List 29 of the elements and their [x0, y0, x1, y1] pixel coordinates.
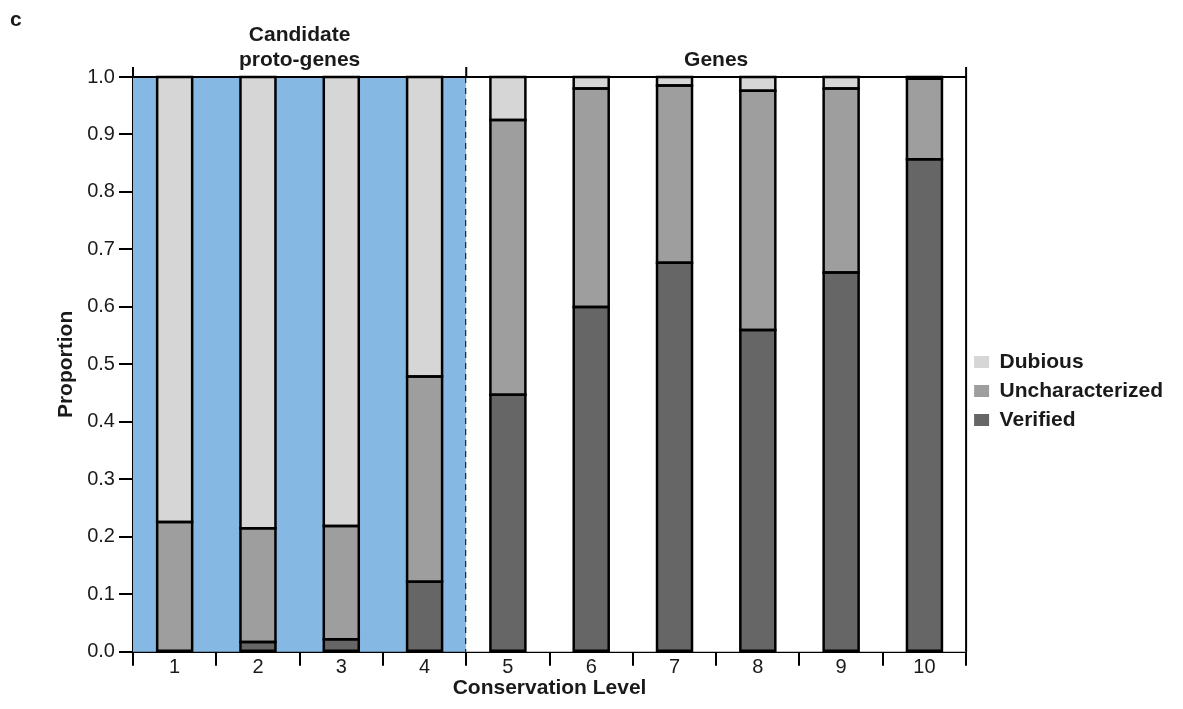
x-tick-label: 8: [752, 655, 764, 678]
y-tick-label: 1.0: [87, 64, 115, 87]
x-tick-label: 4: [419, 655, 431, 678]
x-tick-label: 3: [335, 655, 347, 678]
legend-label: Uncharacterized: [999, 377, 1164, 401]
y-tick-label: 0.4: [87, 409, 115, 432]
y-tick-label: 0.8: [87, 179, 115, 202]
y-tick-label: 0.3: [87, 466, 115, 489]
y-tick-label: 0.9: [87, 122, 115, 144]
y-tick-label: 0.1: [87, 581, 115, 604]
x-tick-label: 5: [502, 655, 514, 678]
band-label: Candidate proto-genes: [238, 22, 361, 71]
legend-label: Verified: [999, 406, 1076, 430]
legend-label: Dubious: [999, 348, 1084, 372]
y-tick-label: 0.5: [87, 351, 115, 374]
x-tick-label: 2: [252, 655, 264, 678]
y-tick-label: 0.2: [87, 524, 115, 547]
text: c: [10, 7, 22, 31]
x-tick-label: 6: [585, 655, 597, 678]
x-tick-label: 7: [668, 655, 681, 678]
band-label: Genes: [684, 47, 749, 71]
x-tick-label: 1: [169, 655, 181, 678]
y-axis-title: Proportion: [53, 310, 77, 419]
x-axis-title: Conservation Level: [452, 675, 647, 699]
x-tick-label: 10: [913, 655, 936, 678]
y-tick-label: 0.6: [87, 294, 115, 317]
y-tick-label: 0.0: [87, 639, 115, 662]
y-tick-label: 0.7: [87, 236, 115, 259]
x-tick-label: 9: [835, 655, 847, 678]
